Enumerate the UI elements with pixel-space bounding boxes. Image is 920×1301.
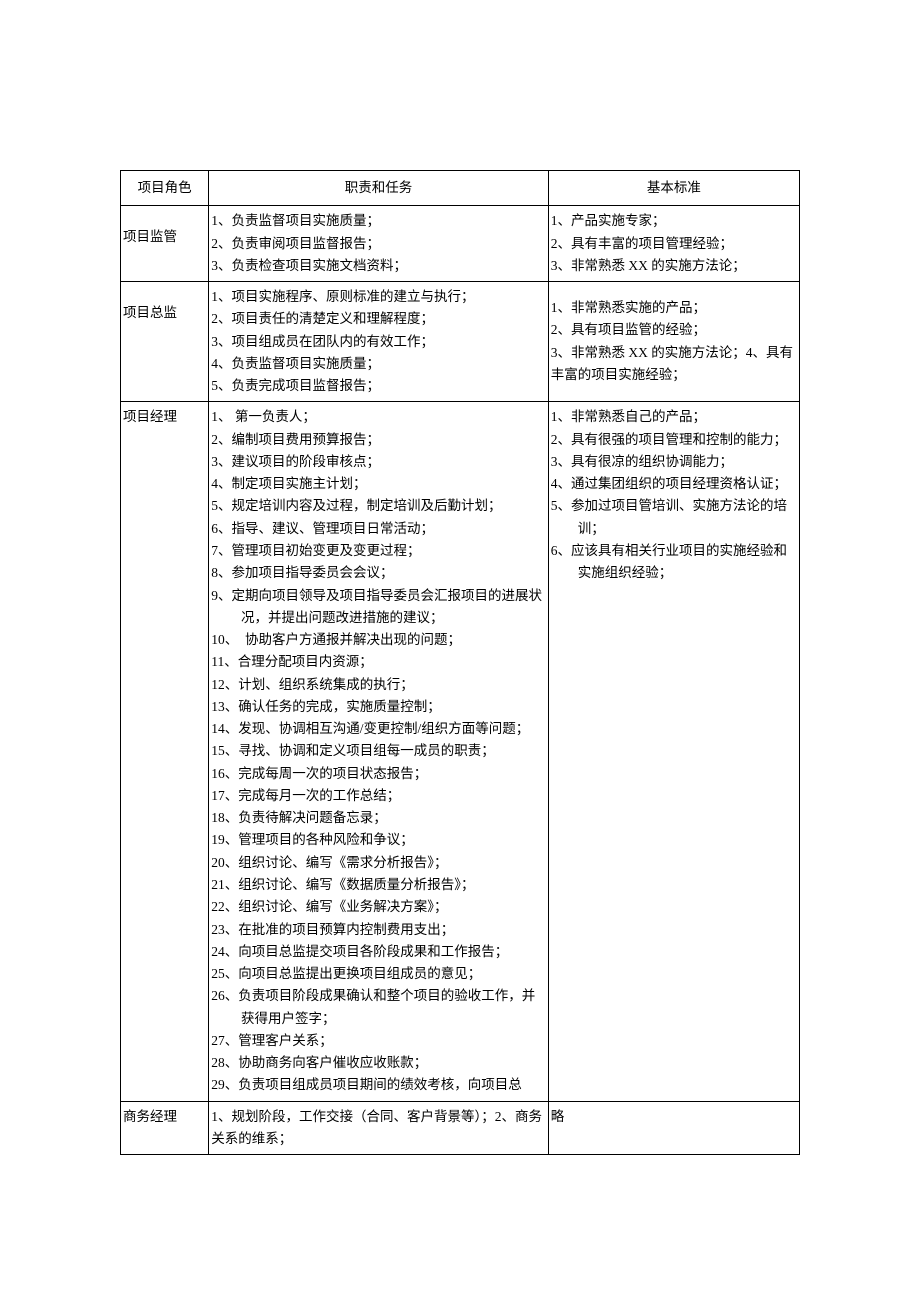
duty-item: 6、指导、建议、管理项目日常活动； xyxy=(211,518,546,540)
standard-item: 1、非常熟悉自己的产品； xyxy=(551,406,797,428)
duty-item: 9、定期向项目领导及项目指导委员会汇报项目的进展状况，并提出问题改进措施的建议； xyxy=(211,585,546,630)
standard-item: 2、具有很强的项目管理和控制的能力； xyxy=(551,429,797,451)
duty-item: 2、项目责任的清楚定义和理解程度； xyxy=(211,308,546,330)
duty-item: 14、发现、协调相互沟通/变更控制/组织方面等问题； xyxy=(211,718,546,740)
duty-item: 1、 第一负责人； xyxy=(211,406,546,428)
duty-item: 4、负责监督项目实施质量； xyxy=(211,353,546,375)
duty-item: 26、负责项目阶段成果确认和整个项目的验收工作，并获得用户签字； xyxy=(211,985,546,1030)
duty-item: 2、编制项目费用预算报告； xyxy=(211,429,546,451)
duties-cell: 1、 第一负责人； 2、编制项目费用预算报告； 3、建议项目的阶段审核点； 4、… xyxy=(209,402,549,1101)
header-role: 项目角色 xyxy=(121,171,209,206)
duty-item: 5、负责完成项目监督报告； xyxy=(211,375,546,397)
standard-item: 2、具有丰富的项目管理经验； xyxy=(551,233,797,255)
duty-item: 24、向项目总监提交项目各阶段成果和工作报告； xyxy=(211,941,546,963)
duty-item: 15、寻找、协调和定义项目组每一成员的职责； xyxy=(211,740,546,762)
table-row: 项目经理 1、 第一负责人； 2、编制项目费用预算报告； 3、建议项目的阶段审核… xyxy=(121,402,800,1101)
duty-item: 25、向项目总监提出更换项目组成员的意见； xyxy=(211,963,546,985)
duty-item: 12、计划、组织系统集成的执行； xyxy=(211,674,546,696)
duty-item: 13、确认任务的完成，实施质量控制； xyxy=(211,696,546,718)
duty-item: 1、规划阶段，工作交接（合同、客户背景等）；2、商务关系的维系； xyxy=(211,1106,546,1151)
duty-item: 23、在批准的项目预算内控制费用支出； xyxy=(211,919,546,941)
standard-item: 5、参加过项目管培训、实施方法论的培训； xyxy=(551,495,797,540)
standard-item: 1、非常熟悉实施的产品； 2、具有项目监管的经验； 3、非常熟悉 XX 的实施方… xyxy=(551,297,797,386)
roles-table: 项目角色 职责和任务 基本标准 项目监管 1、负责监督项目实施质量； 2、负责审… xyxy=(120,170,800,1155)
standard-item: 4、通过集团组织的项目经理资格认证； xyxy=(551,473,797,495)
role-cell: 项目总监 xyxy=(121,282,209,402)
duty-item: 1、负责监督项目实施质量； xyxy=(211,210,546,232)
standards-cell: 1、非常熟悉实施的产品； 2、具有项目监管的经验； 3、非常熟悉 XX 的实施方… xyxy=(548,282,799,402)
table-row: 项目监管 1、负责监督项目实施质量； 2、负责审阅项目监督报告； 3、负责检查项… xyxy=(121,206,800,282)
standards-cell: 1、产品实施专家； 2、具有丰富的项目管理经验； 3、非常熟悉 XX 的实施方法… xyxy=(548,206,799,282)
duty-item: 3、负责检查项目实施文档资料； xyxy=(211,255,546,277)
standard-item: 1、产品实施专家； xyxy=(551,210,797,232)
duty-item: 3、项目组成员在团队内的有效工作； xyxy=(211,331,546,353)
standard-item: 3、具有很凉的组织协调能力； xyxy=(551,451,797,473)
standard-item: 3、非常熟悉 XX 的实施方法论； xyxy=(551,255,797,277)
duty-item: 11、合理分配项目内资源； xyxy=(211,651,546,673)
duty-item: 5、规定培训内容及过程，制定培训及后勤计划； xyxy=(211,495,546,517)
role-cell: 项目经理 xyxy=(121,402,209,1101)
duties-cell: 1、项目实施程序、原则标准的建立与执行； 2、项目责任的清楚定义和理解程度； 3… xyxy=(209,282,549,402)
table-row: 商务经理 1、规划阶段，工作交接（合同、客户背景等）；2、商务关系的维系； 略 xyxy=(121,1101,800,1155)
duty-item: 19、管理项目的各种风险和争议； xyxy=(211,829,546,851)
duty-item: 27、管理客户关系； xyxy=(211,1030,546,1052)
duty-item: 1、项目实施程序、原则标准的建立与执行； xyxy=(211,286,546,308)
duty-item: 21、组织讨论、编写《数据质量分析报告》； xyxy=(211,874,546,896)
table-row: 项目总监 1、项目实施程序、原则标准的建立与执行； 2、项目责任的清楚定义和理解… xyxy=(121,282,800,402)
duty-item: 28、协助商务向客户催收应收账款； xyxy=(211,1052,546,1074)
standards-cell: 1、非常熟悉自己的产品； 2、具有很强的项目管理和控制的能力； 3、具有很凉的组… xyxy=(548,402,799,1101)
duty-item: 22、组织讨论、编写《业务解决方案》； xyxy=(211,896,546,918)
duty-item: 18、负责待解决问题备忘录； xyxy=(211,807,546,829)
duty-item: 29、负责项目组成员项目期间的绩效考核，向项目总 xyxy=(211,1074,546,1096)
table-header-row: 项目角色 职责和任务 基本标准 xyxy=(121,171,800,206)
duty-item: 16、完成每周一次的项目状态报告； xyxy=(211,763,546,785)
header-duties: 职责和任务 xyxy=(209,171,549,206)
duty-item: 4、制定项目实施主计划； xyxy=(211,473,546,495)
duty-item: 10、 协助客户方通报并解决出现的问题； xyxy=(211,629,546,651)
role-cell: 项目监管 xyxy=(121,206,209,282)
duty-item: 20、组织讨论、编写《需求分析报告》； xyxy=(211,852,546,874)
role-cell: 商务经理 xyxy=(121,1101,209,1155)
duty-item: 3、建议项目的阶段审核点； xyxy=(211,451,546,473)
duty-item: 2、负责审阅项目监督报告； xyxy=(211,233,546,255)
standard-item: 6、应该具有相关行业项目的实施经验和实施组织经验； xyxy=(551,540,797,585)
header-standards: 基本标准 xyxy=(548,171,799,206)
standards-cell: 略 xyxy=(548,1101,799,1155)
duties-cell: 1、负责监督项目实施质量； 2、负责审阅项目监督报告； 3、负责检查项目实施文档… xyxy=(209,206,549,282)
duty-item: 17、完成每月一次的工作总结； xyxy=(211,785,546,807)
duty-item: 8、参加项目指导委员会会议； xyxy=(211,562,546,584)
duties-cell: 1、规划阶段，工作交接（合同、客户背景等）；2、商务关系的维系； xyxy=(209,1101,549,1155)
duty-item: 7、管理项目初始变更及变更过程； xyxy=(211,540,546,562)
